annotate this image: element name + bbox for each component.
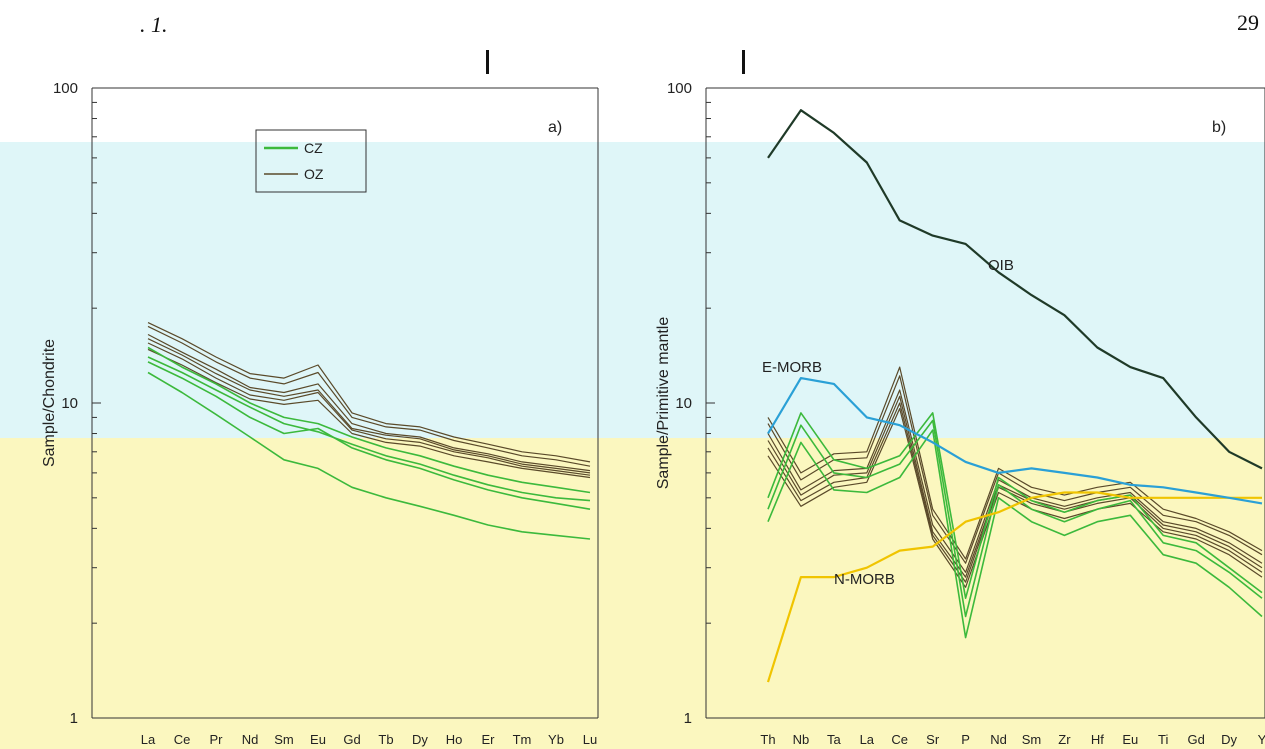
y-axis-label: Sample/Primitive mantle: [655, 317, 672, 490]
x-tick-label: Lu: [583, 732, 597, 747]
x-tick-label: Ce: [174, 732, 191, 747]
page-header: . 1. 29: [0, 0, 1265, 90]
series-line-oz-6: [147, 342, 591, 476]
x-tick-label: Nb: [793, 732, 810, 747]
yellow-background-band: [0, 438, 1265, 749]
x-tick-label: Gd: [1187, 732, 1204, 747]
header-fragment: . 1.: [140, 12, 168, 37]
x-tick-label: Eu: [310, 732, 326, 747]
series-line-cz-3: [147, 356, 591, 502]
x-tick-label: Nd: [242, 732, 259, 747]
x-tick-label: Tm: [513, 732, 532, 747]
series-line-cz-2: [147, 371, 591, 540]
x-tick-label: Y: [1258, 732, 1265, 747]
series-line-e-morb-1: [767, 377, 1263, 505]
x-tick-label: Ce: [891, 732, 908, 747]
x-tick-label: Pr: [210, 732, 224, 747]
series-line-oz-10: [767, 366, 1263, 560]
annotation-oib: OIB: [988, 257, 1014, 274]
series-line-oib-0: [767, 109, 1263, 470]
series-line-cz-5: [767, 412, 1263, 600]
x-tick-label: Sm: [274, 732, 294, 747]
page-number: 29: [1237, 10, 1259, 35]
y-tick-label: 1: [684, 710, 692, 727]
x-tick-label: Ti: [1158, 732, 1168, 747]
y-tick-label: 10: [61, 395, 78, 412]
x-tick-label: Gd: [343, 732, 360, 747]
x-tick-label: Yb: [548, 732, 564, 747]
x-tick-label: Hf: [1091, 732, 1104, 747]
series-line-oz-8: [147, 338, 591, 474]
x-tick-label: Er: [482, 732, 496, 747]
x-tick-label: Ho: [446, 732, 463, 747]
x-tick-label: Tb: [378, 732, 393, 747]
series-line-oz-5: [147, 333, 591, 472]
x-tick-label: Sr: [926, 732, 940, 747]
legend-label: OZ: [304, 166, 324, 182]
series-line-oz-7: [147, 322, 591, 463]
y-tick-label: 100: [53, 80, 78, 97]
x-tick-label: Th: [760, 732, 775, 747]
series-line-oz-7: [767, 402, 1263, 583]
x-tick-label: La: [141, 732, 156, 747]
x-tick-label: Dy: [412, 732, 428, 747]
x-tick-label: Nd: [990, 732, 1007, 747]
series-line-oz-11: [767, 408, 1263, 588]
x-tick-label: La: [860, 732, 875, 747]
cyan-background-band: [0, 142, 1265, 438]
legend-box: [255, 129, 367, 193]
x-tick-label: Eu: [1122, 732, 1138, 747]
annotation-n-morb: N-MORB: [834, 571, 895, 588]
y-tick-label: 1: [70, 710, 78, 727]
x-tick-label: Zr: [1058, 732, 1071, 747]
legend-label: CZ: [304, 140, 323, 156]
y-axis-label: Sample/Chondrite: [41, 339, 58, 467]
series-line-cz-1: [147, 361, 591, 510]
panel-label: a): [548, 119, 562, 136]
panel-label: b): [1212, 119, 1226, 136]
y-tick-label: 100: [667, 80, 692, 97]
x-tick-label: Ta: [827, 732, 842, 747]
series-line-n-morb-2: [766, 491, 1262, 683]
y-tick-label: 10: [675, 395, 692, 412]
series-line-oz-4: [147, 325, 591, 467]
x-tick-label: Dy: [1221, 732, 1237, 747]
series-line-cz-4: [767, 429, 1263, 639]
x-tick-label: Sm: [1022, 732, 1042, 747]
series-line-oz-8: [767, 375, 1263, 564]
annotation-e-morb: E-MORB: [762, 359, 822, 376]
series-line-oz-9: [147, 348, 591, 479]
series-line-oz-9: [767, 395, 1263, 578]
scan-artifact-mark: [486, 50, 489, 74]
x-tick-label: P: [961, 732, 970, 747]
series-line-cz-3: [767, 419, 1263, 618]
series-line-cz-0: [147, 346, 591, 494]
scan-artifact-mark: [742, 50, 745, 74]
